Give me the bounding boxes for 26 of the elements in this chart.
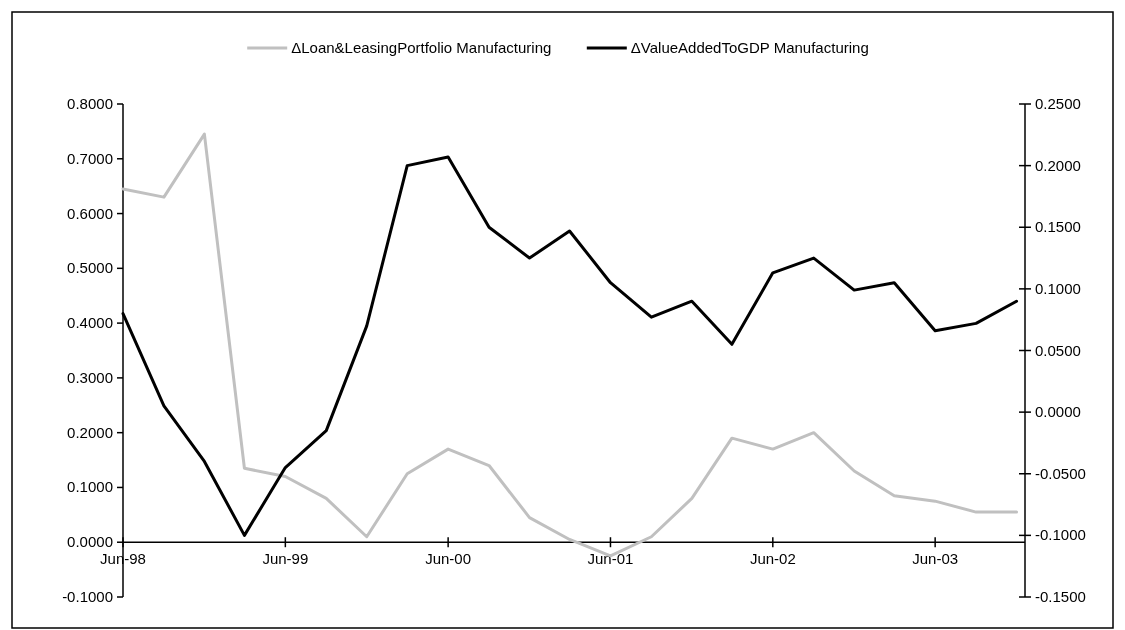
y2-tick-label: 0.0000 (1035, 403, 1081, 421)
y2-tick-label: 0.0500 (1035, 341, 1081, 359)
y2-tick-label: 0.1000 (1035, 279, 1081, 297)
x-tick-label: Jun-01 (587, 550, 634, 568)
y2-tick-label: 0.2500 (1035, 95, 1081, 112)
x-tick-label: Jun-03 (912, 550, 959, 568)
y-tick-label: 0.0000 (67, 533, 113, 551)
y-tick-label: 0.8000 (67, 95, 113, 112)
y2-tick-label: -0.1000 (1035, 526, 1086, 544)
y-tick-label: 0.2000 (67, 423, 113, 441)
y-tick-label: 0.6000 (67, 204, 113, 222)
y2-tick-label: -0.1500 (1035, 588, 1086, 605)
y2-tick-label: 0.2000 (1035, 156, 1081, 174)
legend-label: ΔLoan&LeasingPortfolio Manufacturing (291, 39, 552, 56)
y-tick-label: 0.7000 (67, 149, 113, 167)
legend-label: ΔValueAddedToGDP Manufacturing (630, 39, 869, 56)
x-tick-label: Jun-99 (262, 550, 309, 568)
y-tick-label: -0.1000 (62, 588, 113, 605)
y-tick-label: 0.4000 (67, 314, 113, 332)
y2-tick-label: 0.1500 (1035, 218, 1081, 236)
x-tick-label: Jun-02 (749, 550, 796, 568)
y-tick-label: 0.5000 (67, 259, 113, 277)
y-tick-label: 0.3000 (67, 368, 113, 386)
y-tick-label: 0.1000 (67, 478, 113, 496)
y2-tick-label: -0.0500 (1035, 464, 1086, 482)
x-tick-label: Jun-00 (425, 550, 472, 568)
